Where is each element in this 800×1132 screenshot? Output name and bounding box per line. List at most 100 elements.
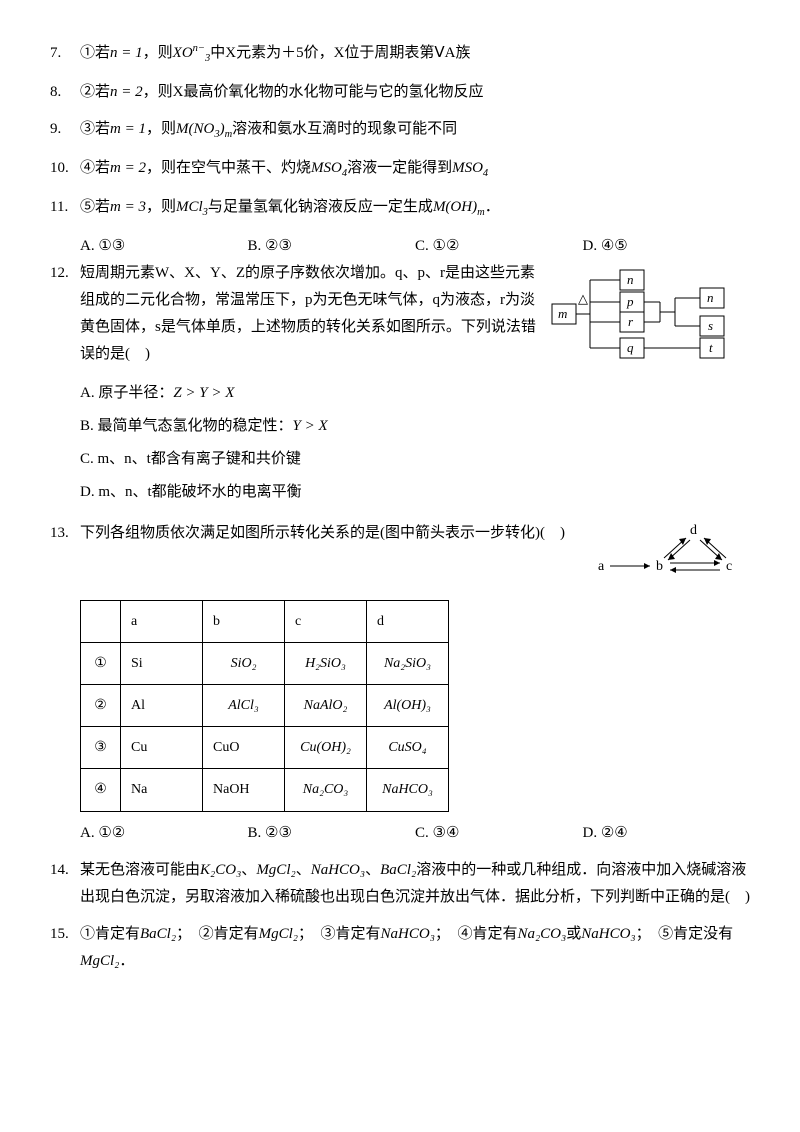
cell: ② [81,684,121,726]
q11-f2: M(OH) [433,199,477,215]
q12-body: 短周期元素W、X、Y、Z的原子序数依次增加。q、p、r是由这些元素组成的二元化合… [80,260,750,370]
q10-num: 10. [50,155,80,182]
q9-t1: ③若 [80,121,110,137]
table-row: ②AlAlCl₃NaAlO₂Al(OH)₃ [81,684,449,726]
question-9: 9. ③若m = 1，则M(NO3)m溶液和氨水互滴时的现象可能不同 [50,116,750,145]
q12-opt-c: C. m、n、t都含有离子键和共价键 [80,446,750,473]
q11-cond: m = 3 [110,199,146,215]
question-11: 11. ⑤若m = 3，则MCl3与足量氢氧化钠溶液反应一定生成M(OH)m． [50,194,750,223]
q9-t3: 溶液和氨水互滴时的现象可能不同 [232,121,457,137]
question-15: 15. ①肯定有BaCl₂； ②肯定有MgCl₂； ③肯定有NaHCO₃； ④肯… [50,921,750,975]
q14-t1: 某无色溶液可能由 [80,862,200,878]
q8-cond: n = 2 [110,84,143,100]
q13-body: 下列各组物质依次满足如图所示转化关系的是(图中箭头表示一步转化)( ) a b … [80,520,750,590]
cell: Na₂SiO₃ [367,642,449,684]
svg-text:m: m [558,306,567,321]
table-row: ④NaNaOHNa₂CO₃NaHCO₃ [81,769,449,811]
svg-text:c: c [726,559,732,574]
q13-opt-d: D. ②④ [583,820,751,847]
q11-t1: ⑤若 [80,199,110,215]
q15-p6e: ． [119,953,134,969]
svg-text:△: △ [578,291,588,306]
q12-num: 12. [50,260,80,287]
q10-f2: MSO [452,160,483,176]
q11-t3: 与足量氢氧化钠溶液反应一定生成 [208,199,433,215]
question-12: 12. 短周期元素W、X、Y、Z的原子序数依次增加。q、p、r是由这些元素组成的… [50,260,750,370]
question-13: 13. 下列各组物质依次满足如图所示转化关系的是(图中箭头表示一步转化)( ) … [50,520,750,590]
q10-t3: 溶液一定能得到 [347,160,452,176]
q15-p1e: ； [176,926,191,942]
cell: ③ [81,727,121,769]
q7-t1: ①若 [80,45,110,61]
q7-num: 7. [50,40,80,67]
q11-options: A. ①③ B. ②③ C. ①② D. ④⑤ [80,233,750,260]
q7-t2: ，则 [143,45,173,61]
q10-f1: MSO4 [311,160,347,176]
q14-f2: MgCl₂ [256,862,295,878]
svg-text:a: a [598,559,605,574]
q7-f: XO [173,45,193,61]
q8-t2: ，则X最高价氧化物的水化物可能与它的氢化物反应 [143,84,484,100]
q13-table: a b c d ①SiSiO₂H₂SiO₃Na₂SiO₃ ②AlAlCl₃NaA… [80,600,449,812]
th-b: b [203,600,285,642]
q7-cond: n = 1 [110,45,143,61]
q11-opt-c: C. ①② [415,233,583,260]
q12-diagram: m △ n p r q n s [550,260,750,370]
cell: NaHCO₃ [367,769,449,811]
q15-p2e: ； [298,926,313,942]
svg-text:d: d [690,523,697,538]
cell: CuSO₄ [367,727,449,769]
q11-ff: MCl [176,199,203,215]
q12-opt-b: B. 最简单气态氢化物的稳定性：Y > X [80,413,750,440]
q9-formula: M(NO3)m [176,121,232,137]
th-a: a [121,600,203,642]
cell: SiO₂ [203,642,285,684]
th-d: d [367,600,449,642]
q15-p1p: ①肯定有 [80,926,140,942]
q13-diagram: a b c d [590,520,750,590]
svg-text:s: s [708,318,713,333]
cell: Al(OH)₃ [367,684,449,726]
q12-b-pre: B. 最简单气态氢化物的稳定性： [80,418,293,434]
q7-formula: XOn−3 [173,45,211,61]
q9-num: 9. [50,116,80,143]
svg-text:b: b [656,559,663,574]
q12-opt-a: A. 原子半径：Z > Y > X [80,380,750,407]
q10-f2w: MSO4 [452,160,488,176]
q15-p3e: ； [435,926,450,942]
q15-body: ①肯定有BaCl₂； ②肯定有MgCl₂； ③肯定有NaHCO₃； ④肯定有Na… [80,921,750,975]
q15-p1f: BaCl₂ [140,926,176,942]
question-8: 8. ②若n = 2，则X最高价氧化物的水化物可能与它的氢化物反应 [50,79,750,106]
q11-opt-b: B. ②③ [248,233,416,260]
q9-f: M(NO [176,121,214,137]
q11-num: 11. [50,194,80,221]
q14-f3: NaHCO₃ [311,862,365,878]
q9-cond: m = 1 [110,121,146,137]
q7-t3: 中X元素为＋5价，X位于周期表第ⅤA族 [210,45,470,61]
q15-p2f: MgCl₂ [259,926,298,942]
q15-p4p: ④肯定有 [457,926,517,942]
q10-t1: ④若 [80,160,110,176]
q7-body: ①若n = 1，则XOn−3中X元素为＋5价，X位于周期表第ⅤA族 [80,40,750,69]
q12-text: 短周期元素W、X、Y、Z的原子序数依次增加。q、p、r是由这些元素组成的二元化合… [80,260,540,368]
q7-fsup: n− [193,43,205,54]
q11-f2w: M(OH)m [433,199,485,215]
svg-text:n: n [707,290,714,305]
cell: Cu(OH)₂ [285,727,367,769]
cell: Na₂CO₃ [285,769,367,811]
table-header: a b c d [81,600,449,642]
q15-p5e: ； [636,926,651,942]
q14-f4: BaCl₂ [380,862,416,878]
q11-f1: MCl3 [176,199,208,215]
q12-b-f: Y > X [293,418,328,434]
cell: NaOH [203,769,285,811]
q12-a-pre: A. 原子半径： [80,385,173,401]
q13-opt-b: B. ②③ [248,820,416,847]
cell: H₂SiO₃ [285,642,367,684]
table-row: ③CuCuOCu(OH)₂CuSO₄ [81,727,449,769]
question-7: 7. ①若n = 1，则XOn−3中X元素为＋5价，X位于周期表第ⅤA族 [50,40,750,69]
q15-p3f: NaHCO₃ [381,926,435,942]
q10-f2sub: 4 [483,168,488,179]
question-10: 10. ④若m = 2，则在空气中蒸干、灼烧MSO4溶液一定能得到MSO4 [50,155,750,184]
cell: AlCl₃ [203,684,285,726]
